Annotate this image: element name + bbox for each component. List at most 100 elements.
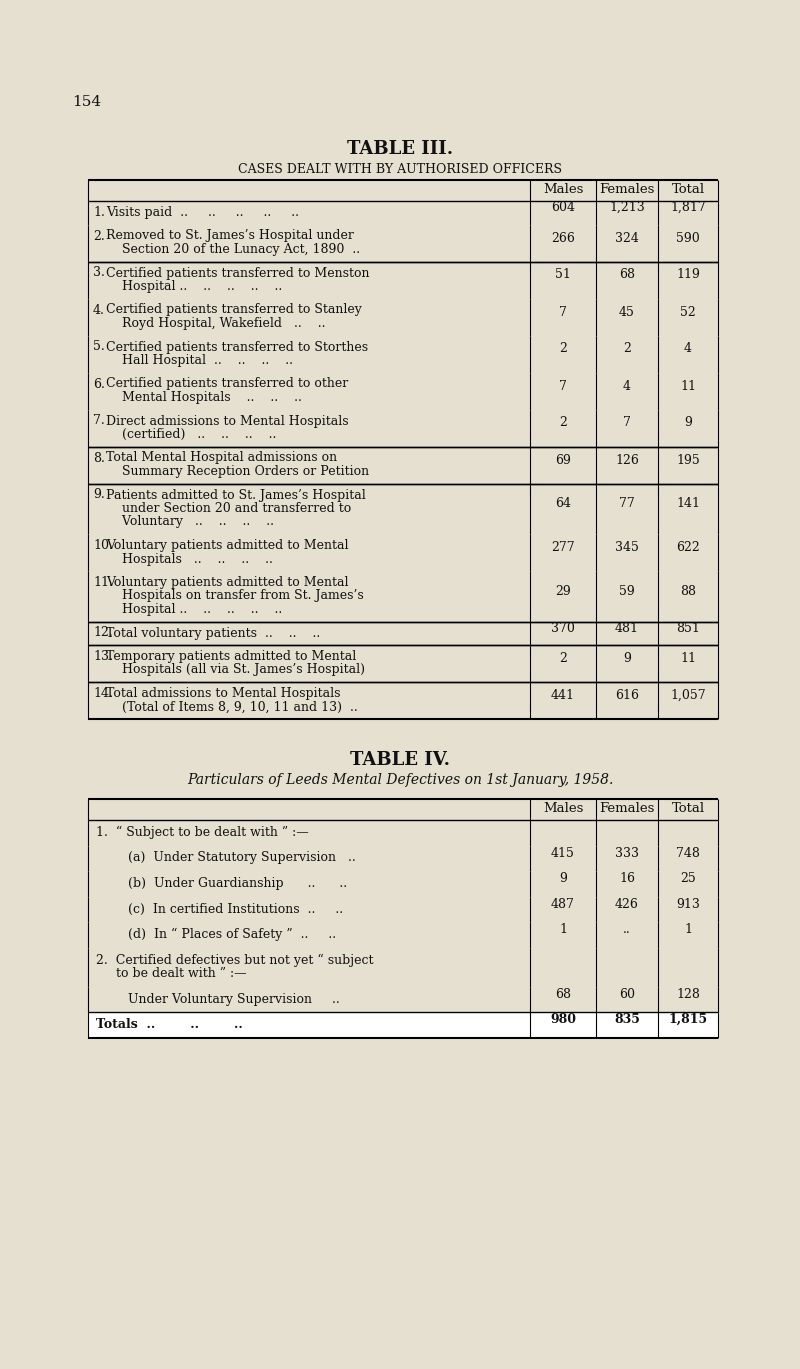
Text: TABLE III.: TABLE III. [347,140,453,157]
Text: Direct admissions to Mental Hospitals: Direct admissions to Mental Hospitals [106,415,349,427]
Text: Under Voluntary Supervision     ..: Under Voluntary Supervision .. [96,993,340,1005]
Text: 9: 9 [684,416,692,430]
Text: Total: Total [671,802,705,815]
Text: 141: 141 [676,497,700,511]
Text: 1.  “ Subject to be dealt with ” :—: 1. “ Subject to be dealt with ” :— [96,826,309,839]
Text: under Section 20 and transferred to: under Section 20 and transferred to [106,502,351,515]
Text: Hospitals (all via St. James’s Hospital): Hospitals (all via St. James’s Hospital) [106,664,365,676]
Text: 370: 370 [551,622,575,635]
Text: 68: 68 [619,268,635,282]
Text: Totals  ..        ..        ..: Totals .. .. .. [96,1019,242,1031]
Text: 913: 913 [676,898,700,910]
Text: Total voluntary patients  ..    ..    ..: Total voluntary patients .. .. .. [106,627,320,639]
Text: Temporary patients admitted to Mental: Temporary patients admitted to Mental [106,650,356,663]
Text: 441: 441 [551,689,575,702]
Text: 29: 29 [555,585,571,598]
Text: Voluntary patients admitted to Mental: Voluntary patients admitted to Mental [106,539,349,552]
Text: 128: 128 [676,988,700,1001]
Text: Patients admitted to St. James’s Hospital: Patients admitted to St. James’s Hospita… [106,489,366,501]
Text: 481: 481 [615,622,639,635]
Text: Hospitals   ..    ..    ..    ..: Hospitals .. .. .. .. [106,553,273,565]
Text: 2.  Certified defectives but not yet “ subject: 2. Certified defectives but not yet “ su… [96,953,374,967]
Text: 14.: 14. [93,687,113,700]
Text: 9.: 9. [93,489,105,501]
Text: 2: 2 [559,416,567,430]
Text: 52: 52 [680,305,696,319]
Text: 980: 980 [550,1013,576,1027]
Text: Hospital ..    ..    ..    ..    ..: Hospital .. .. .. .. .. [106,281,282,293]
Text: 345: 345 [615,541,639,554]
Text: Hospital ..    ..    ..    ..    ..: Hospital .. .. .. .. .. [106,602,282,616]
Text: 88: 88 [680,585,696,598]
Text: Certified patients transferred to Stanley: Certified patients transferred to Stanle… [106,304,362,316]
Text: Section 20 of the Lunacy Act, 1890  ..: Section 20 of the Lunacy Act, 1890 .. [106,244,360,256]
Text: 4: 4 [684,342,692,356]
Text: 59: 59 [619,585,635,598]
Text: 1,213: 1,213 [609,201,645,215]
Text: 1,057: 1,057 [670,689,706,702]
Text: Visits paid  ..     ..     ..     ..     ..: Visits paid .. .. .. .. .. [106,205,299,219]
Text: 604: 604 [551,201,575,215]
Text: Certified patients transferred to Menston: Certified patients transferred to Mensto… [106,267,370,279]
Text: Total: Total [671,183,705,196]
Text: 60: 60 [619,988,635,1001]
Text: CASES DEALT WITH BY AUTHORISED OFFICERS: CASES DEALT WITH BY AUTHORISED OFFICERS [238,163,562,177]
Text: 12.: 12. [93,627,113,639]
Text: Males: Males [543,183,583,196]
Text: 266: 266 [551,231,575,245]
Text: ..: .. [623,923,631,936]
Text: 68: 68 [555,988,571,1001]
Text: 5.: 5. [93,341,105,353]
Text: 426: 426 [615,898,639,910]
Bar [88,1012,718,1038]
Text: 7: 7 [623,416,631,430]
Text: 616: 616 [615,689,639,702]
Text: 2: 2 [559,652,567,665]
Text: 119: 119 [676,268,700,282]
Text: 7.: 7. [93,415,105,427]
Text: 1: 1 [684,923,692,936]
Text: Summary Reception Orders or Petition: Summary Reception Orders or Petition [106,465,369,478]
Text: 13.: 13. [93,650,113,663]
Text: 6.: 6. [93,378,105,390]
Text: 7: 7 [559,305,567,319]
Text: 851: 851 [676,622,700,635]
Text: 9: 9 [623,652,631,665]
Text: Females: Females [599,183,654,196]
Text: 77: 77 [619,497,635,511]
Text: 8.: 8. [93,452,105,464]
Text: 25: 25 [680,872,696,886]
Text: Males: Males [543,802,583,815]
Text: Particulars of Leeds Mental Defectives on 1st January, 1958.: Particulars of Leeds Mental Defectives o… [187,773,613,787]
Text: 154: 154 [72,94,101,110]
Text: (a)  Under Statutory Supervision   ..: (a) Under Statutory Supervision .. [96,852,356,864]
Text: 1: 1 [559,923,567,936]
Text: Voluntary patients admitted to Mental: Voluntary patients admitted to Mental [106,576,349,589]
Text: 11: 11 [680,652,696,665]
Text: Royd Hospital, Wakefield   ..    ..: Royd Hospital, Wakefield .. .. [106,318,326,330]
Text: Hall Hospital  ..    ..    ..    ..: Hall Hospital .. .. .. .. [106,355,293,367]
Text: 2: 2 [623,342,631,356]
Text: 9: 9 [559,872,567,886]
Text: 51: 51 [555,268,571,282]
Text: Total admissions to Mental Hospitals: Total admissions to Mental Hospitals [106,687,341,700]
Text: 7: 7 [559,379,567,393]
Text: Certified patients transferred to Storthes: Certified patients transferred to Storth… [106,341,368,353]
Text: (b)  Under Guardianship      ..      ..: (b) Under Guardianship .. .. [96,878,347,890]
Text: 2.: 2. [93,230,105,242]
Text: 2: 2 [559,342,567,356]
Text: (certified)   ..    ..    ..    ..: (certified) .. .. .. .. [106,428,276,441]
Text: (c)  In certified Institutions  ..     ..: (c) In certified Institutions .. .. [96,902,343,916]
Text: Voluntary   ..    ..    ..    ..: Voluntary .. .. .. .. [106,516,274,528]
Text: 11: 11 [680,379,696,393]
Text: 324: 324 [615,231,639,245]
Text: 45: 45 [619,305,635,319]
Text: 415: 415 [551,847,575,860]
Text: 11.: 11. [93,576,113,589]
Text: 3.: 3. [93,267,105,279]
Text: Mental Hospitals    ..    ..    ..: Mental Hospitals .. .. .. [106,392,302,404]
Text: 487: 487 [551,898,575,910]
Text: 622: 622 [676,541,700,554]
Text: to be dealt with ” :—: to be dealt with ” :— [96,967,246,980]
Text: 195: 195 [676,453,700,467]
